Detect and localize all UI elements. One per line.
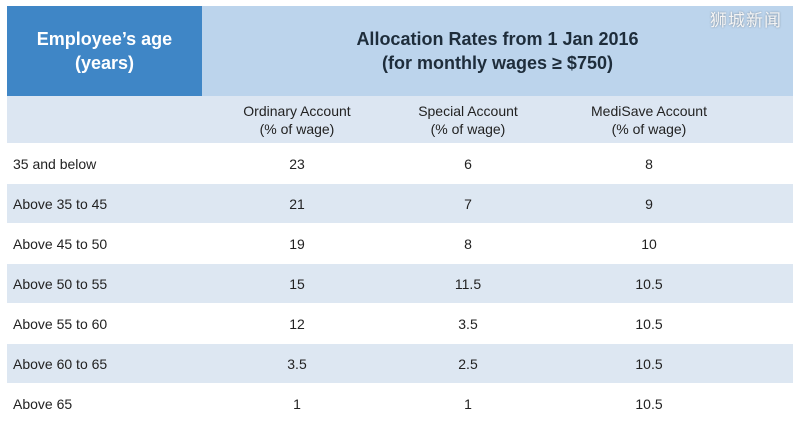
ordinary-cell: 3.5 (287, 355, 307, 372)
special-cell: 2.5 (458, 355, 478, 372)
table-row: Above 60 to 65 3.5 2.5 10.5 (7, 343, 793, 383)
allocation-header-line2: (for monthly wages ≥ $750) (382, 53, 613, 73)
ordinary-cell: 21 (289, 195, 305, 212)
table-row: Above 55 to 60 12 3.5 10.5 (7, 303, 793, 343)
table-row: 35 and below 23 6 8 (7, 143, 793, 183)
watermark-text: 狮城新闻 (710, 11, 782, 30)
age-cell: Above 45 to 50 (13, 235, 108, 252)
table-row: Above 45 to 50 19 8 10 (7, 223, 793, 263)
age-header-line2: (years) (74, 53, 135, 73)
medisave-cell: 9 (645, 195, 653, 212)
table-row: Above 35 to 45 21 7 9 (7, 183, 793, 223)
column-unit: (% of wage) (430, 120, 506, 137)
age-header-line1: Employee’s age (36, 29, 173, 49)
subheader-spacer (7, 96, 202, 143)
ordinary-cell: 15 (289, 275, 305, 292)
column-name: Ordinary Account (243, 102, 351, 119)
column-header-medisave: MediSave Account (% of wage) (544, 96, 754, 143)
age-header-cell: Employee’s age (years) (7, 6, 202, 96)
special-cell: 7 (464, 195, 472, 212)
special-cell: 8 (464, 235, 472, 252)
ordinary-cell: 19 (289, 235, 305, 252)
age-cell: Above 60 to 65 (13, 355, 108, 372)
ordinary-cell: 1 (293, 395, 301, 412)
table-header: Employee’s age (years) Allocation Rates … (7, 6, 793, 96)
medisave-cell: 8 (645, 155, 653, 172)
special-cell: 6 (464, 155, 472, 172)
special-cell: 11.5 (454, 275, 482, 292)
column-header-ordinary: Ordinary Account (% of wage) (202, 96, 392, 143)
column-unit: (% of wage) (611, 120, 687, 137)
allocation-header-line1: Allocation Rates from 1 Jan 2016 (356, 29, 639, 49)
age-cell: Above 65 (13, 395, 73, 412)
medisave-cell: 10.5 (635, 315, 663, 332)
age-cell: 35 and below (13, 155, 97, 172)
allocation-rates-table: Employee’s age (years) Allocation Rates … (7, 6, 793, 423)
medisave-cell: 10 (641, 235, 657, 252)
column-name: MediSave Account (591, 102, 707, 119)
medisave-cell: 10.5 (635, 275, 663, 292)
special-cell: 3.5 (458, 315, 478, 332)
column-header-special: Special Account (% of wage) (392, 96, 544, 143)
column-subheader-row: Ordinary Account (% of wage) Special Acc… (7, 96, 793, 143)
special-cell: 1 (464, 395, 472, 412)
ordinary-cell: 12 (289, 315, 305, 332)
allocation-header-cell: Allocation Rates from 1 Jan 2016 (for mo… (202, 6, 793, 96)
age-cell: Above 50 to 55 (13, 275, 108, 292)
table-row: Above 50 to 55 15 11.5 10.5 (7, 263, 793, 303)
medisave-cell: 10.5 (635, 355, 663, 372)
table-row: Above 65 1 1 10.5 (7, 383, 793, 423)
medisave-cell: 10.5 (635, 395, 663, 412)
ordinary-cell: 23 (289, 155, 305, 172)
age-cell: Above 35 to 45 (13, 195, 108, 212)
age-cell: Above 55 to 60 (13, 315, 108, 332)
column-name: Special Account (418, 102, 518, 119)
column-unit: (% of wage) (259, 120, 335, 137)
